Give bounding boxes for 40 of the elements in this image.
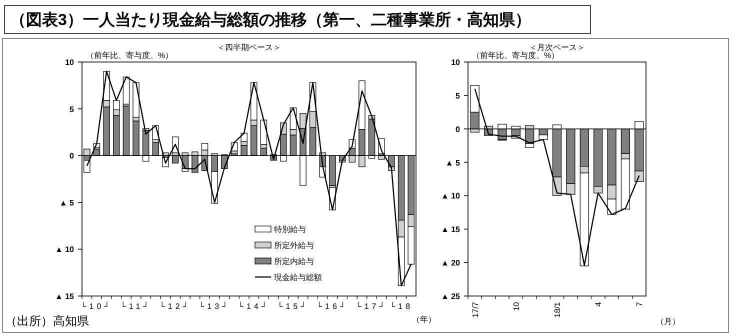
x-tick-label: └14┘ xyxy=(238,301,270,311)
x-tick-label: └11┘ xyxy=(120,301,152,311)
chart-title: （図表3）一人当たり現金給与総額の推移（第一、二種事業所・高知県） xyxy=(10,10,531,29)
y-tick-label: 10 xyxy=(65,58,75,67)
y-tick-label: 5 xyxy=(70,104,75,114)
x-tick-label: 18/1 xyxy=(553,301,562,318)
x-tick-label: └18 xyxy=(389,301,414,311)
text: （出所）高知県 xyxy=(5,314,89,328)
x-tick-label: └10┘ xyxy=(80,301,113,311)
y-tick-label: ▲ 10 xyxy=(440,192,461,201)
y-tick-label: ▲ 15 xyxy=(440,225,461,234)
chart-subtitle: ＜四半期ベース＞ xyxy=(217,43,281,52)
y-tick-label: 0 xyxy=(456,124,461,134)
chart-subtitle: ＜月次ベース＞ xyxy=(529,43,585,52)
y-tick-label: 5 xyxy=(456,91,461,100)
x-tick-label: 4 xyxy=(594,301,604,306)
x-tick-label: └15┘ xyxy=(277,301,310,311)
y-tick-label: ▲ 5 xyxy=(59,198,75,208)
x-tick-label: └17┘ xyxy=(356,301,388,311)
legend-label: 現金給与総額 xyxy=(274,273,322,282)
y-axis-title: （前年比、寄与度、%） xyxy=(86,51,174,60)
legend-label: 所定外給与 xyxy=(274,241,314,250)
x-tick-label: 7 xyxy=(635,301,644,306)
y-tick-label: ▲ 25 xyxy=(440,292,461,301)
y-tick-label: ▲ 15 xyxy=(54,292,75,301)
x-axis-title: （月） xyxy=(656,317,680,326)
y-tick-label: 10 xyxy=(451,58,461,67)
x-tick-label: └13┘ xyxy=(198,301,231,311)
y-tick-label: ▲ 10 xyxy=(54,245,75,254)
y-axis-title: （前年比、寄与度、%） xyxy=(472,51,560,60)
x-tick-label: └12┘ xyxy=(159,301,192,311)
y-tick-label: ▲ 20 xyxy=(440,258,461,268)
y-tick-label: 0 xyxy=(70,152,75,161)
legend-label: 所定内給与 xyxy=(274,257,314,266)
x-tick-label: 17/7 xyxy=(470,301,480,318)
x-tick-label: 10 xyxy=(512,301,521,311)
x-axis-title: （年） xyxy=(412,315,436,324)
y-tick-label: ▲ 5 xyxy=(445,158,461,168)
legend-label: 特別給与 xyxy=(274,225,306,234)
x-tick-label: └16┘ xyxy=(316,301,349,311)
